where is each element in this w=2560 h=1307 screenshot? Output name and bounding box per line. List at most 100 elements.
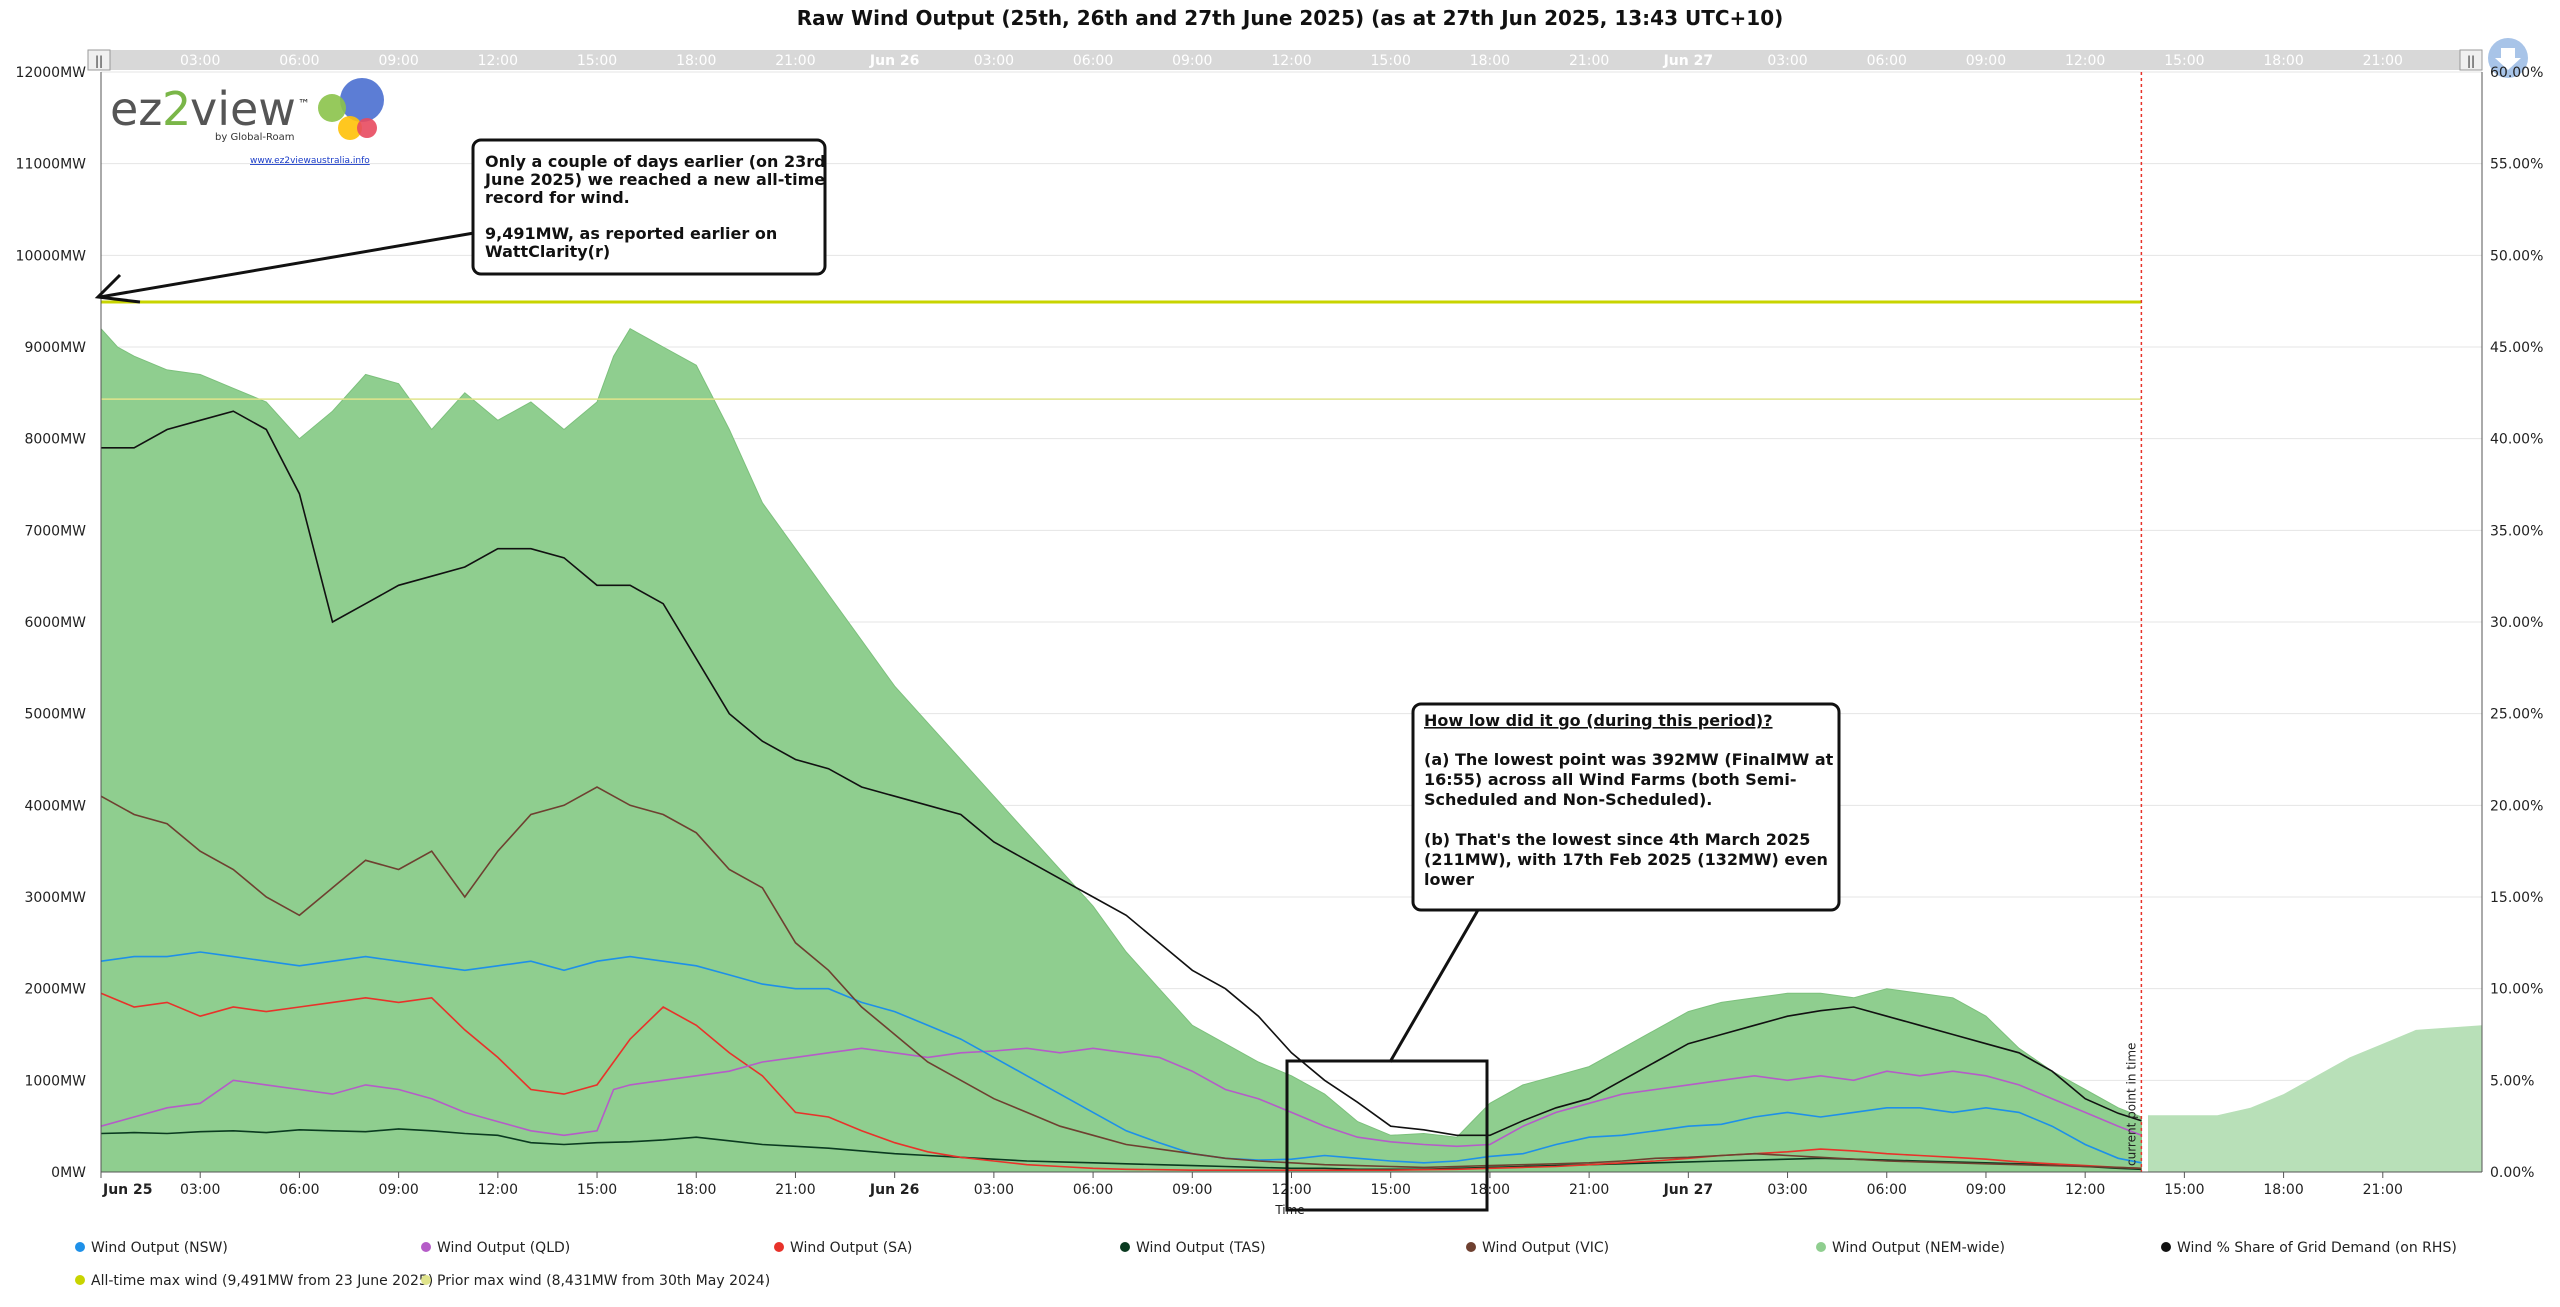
navigator-tick-label: 15:00	[1371, 53, 1411, 69]
navigator-left-handle-label: ||	[95, 54, 103, 68]
y-tick-label: 1000MW	[24, 1073, 86, 1089]
series-vic-line	[100, 786, 2142, 1170]
navigator-tick-label: Jun 27	[1663, 53, 1714, 69]
logo-text-2: 2	[162, 82, 191, 136]
navigator-tick-label: 06:00	[1073, 53, 1113, 69]
navigator-tick-label: 09:00	[378, 53, 418, 69]
x-tick-label: 21:00	[775, 1182, 815, 1198]
low-point-line-3: Scheduled and Non-Scheduled).	[1424, 790, 1712, 809]
record-line-5: 9,491MW, as reported earlier on	[485, 224, 777, 243]
download-button[interactable]	[2488, 38, 2528, 78]
x-tick-label: 03:00	[180, 1182, 220, 1198]
low-point-line-6: (211MW), with 17th Feb 2025 (132MW) even	[1424, 850, 1828, 869]
low-point-line-7: lower	[1424, 870, 1474, 889]
navigator-left-handle[interactable]: ||	[87, 49, 111, 71]
record-line-6: WattClarity(r)	[485, 242, 610, 261]
series-sa-line	[100, 992, 2142, 1171]
navigator-tick-label: 03:00	[180, 53, 220, 69]
series-nem-wide-area	[100, 327, 2142, 1173]
y2-tick-label: 60.00%	[2490, 65, 2543, 81]
y-tick-label: 8000MW	[24, 432, 86, 448]
y-tick-label: 9000MW	[24, 340, 86, 356]
navigator-ticks: 03:00 06:00 09:00 12:00 15:00 18:00 21:00 Jun 2…	[180, 53, 2403, 69]
legend: Wind Output (NSW) Wind Output (QLD) Wind O…	[75, 1240, 2457, 1289]
legend-swatch	[75, 1242, 85, 1252]
x-tick-label: 03:00	[974, 1182, 1014, 1198]
logo-text-ez: ez	[110, 82, 162, 136]
record-arrow-line	[99, 231, 475, 299]
x-tick-label: 03:00	[1767, 1182, 1807, 1198]
y2-tick-label: 45.00%	[2490, 340, 2543, 356]
x-tick-label: 21:00	[1569, 1182, 1609, 1198]
x-tick-label: 09:00	[1966, 1182, 2006, 1198]
navigator-tick-label: 09:00	[1172, 53, 1212, 69]
series-share-line	[101, 410, 2142, 1137]
series-layer	[100, 327, 2482, 1173]
low-point-annotation-box	[1411, 702, 1841, 912]
y2-tick-label: 50.00%	[2490, 248, 2543, 264]
record-arrow-head	[94, 273, 141, 304]
legend-swatch	[774, 1242, 784, 1252]
x-tick-label: 06:00	[1073, 1182, 1113, 1198]
x-tick-label: 18:00	[676, 1182, 716, 1198]
logo-tm: ™	[298, 97, 310, 111]
legend-label: All-time max wind (9,491MW from 23 June …	[91, 1273, 433, 1289]
navigator-tick-label: 06:00	[1867, 53, 1907, 69]
x-tick-label: 15:00	[577, 1182, 617, 1198]
record-line-2: June 2025) we reached a new all-time	[484, 170, 825, 189]
x-tick-label: Jun 26	[869, 1182, 920, 1198]
chart-title: Raw Wind Output (25th, 26th and 27th Jun…	[797, 6, 1784, 30]
y-tick-label: 0MW	[51, 1165, 86, 1181]
series-nem-wide-forecast-area	[2148, 1025, 2482, 1172]
y-tick-label: 3000MW	[24, 890, 86, 906]
y2-tick-label: 10.00%	[2490, 982, 2543, 998]
navigator-tick-label: 18:00	[676, 53, 716, 69]
current-time-label: current point in time	[2124, 1043, 2138, 1166]
low-point-highlight-box	[1285, 1059, 1489, 1212]
legend-label: Wind Output (NEM-wide)	[1832, 1240, 2005, 1256]
legend-swatch	[2161, 1242, 2171, 1252]
x-tick-label: 18:00	[2263, 1182, 2303, 1198]
legend-swatch	[1816, 1242, 1826, 1252]
x-tick-label: 06:00	[1867, 1182, 1907, 1198]
low-point-annotation: How low did it go (during this period)? …	[1285, 702, 1841, 1212]
navigator-tick-label: 06:00	[279, 53, 319, 69]
navigator-right-handle[interactable]: ||	[2459, 49, 2483, 71]
navigator-tick-label: 15:00	[577, 53, 617, 69]
x-tick-label: Jun 25	[102, 1182, 153, 1198]
y-tick-label: 10000MW	[16, 248, 87, 264]
x-tick-label: 12:00	[478, 1182, 518, 1198]
x-tick-label: 18:00	[1470, 1182, 1510, 1198]
y2-tick-label: 5.00%	[2490, 1073, 2534, 1089]
low-point-line-1: (a) The lowest point was 392MW (FinalMW …	[1424, 750, 1834, 769]
low-point-heading: How low did it go (during this period)?	[1424, 711, 1773, 730]
x-tick-label: 12:00	[1271, 1182, 1311, 1198]
x-tick-label: Jun 27	[1663, 1182, 1714, 1198]
legend-label: Wind Output (QLD)	[437, 1240, 570, 1256]
record-line-1: Only a couple of days earlier (on 23rd	[485, 152, 826, 171]
y-tick-label: 5000MW	[24, 707, 86, 723]
y2-tick-label: 30.00%	[2490, 615, 2543, 631]
logo-url[interactable]: www.ez2viewaustralia.info	[250, 156, 370, 166]
y-tick-label: 11000MW	[16, 157, 87, 173]
navigator-tick-label: 21:00	[775, 53, 815, 69]
record-line-3: record for wind.	[485, 188, 630, 207]
axes: 0MW 1000MW 2000MW 3000MW 4000MW 5000MW 6000MW 7…	[16, 65, 2544, 1217]
x-tick-label: 15:00	[2164, 1182, 2204, 1198]
navigator-tick-label: 03:00	[974, 53, 1014, 69]
logo-byline: by Global-Roam	[215, 132, 294, 143]
y-tick-label: 2000MW	[24, 982, 86, 998]
low-point-line-5: (b) That's the lowest since 4th March 20…	[1424, 830, 1810, 849]
navigator-tick-label: 21:00	[1569, 53, 1609, 69]
series-tas-line	[100, 1128, 2142, 1171]
x-tick-label: 06:00	[279, 1182, 319, 1198]
x-tick-label: 12:00	[2065, 1182, 2105, 1198]
y2-tick-label: 40.00%	[2490, 432, 2543, 448]
series-qld-line	[100, 1047, 2142, 1148]
navigator-bar[interactable]	[88, 50, 2482, 70]
reference-lines: current point in time	[101, 72, 2143, 1172]
low-point-line-2: 16:55) across all Wind Farms (both Semi-	[1424, 770, 1796, 789]
legend-label: Prior max wind (8,431MW from 30th May 20…	[437, 1273, 770, 1289]
navigator-tick-label: 03:00	[1767, 53, 1807, 69]
